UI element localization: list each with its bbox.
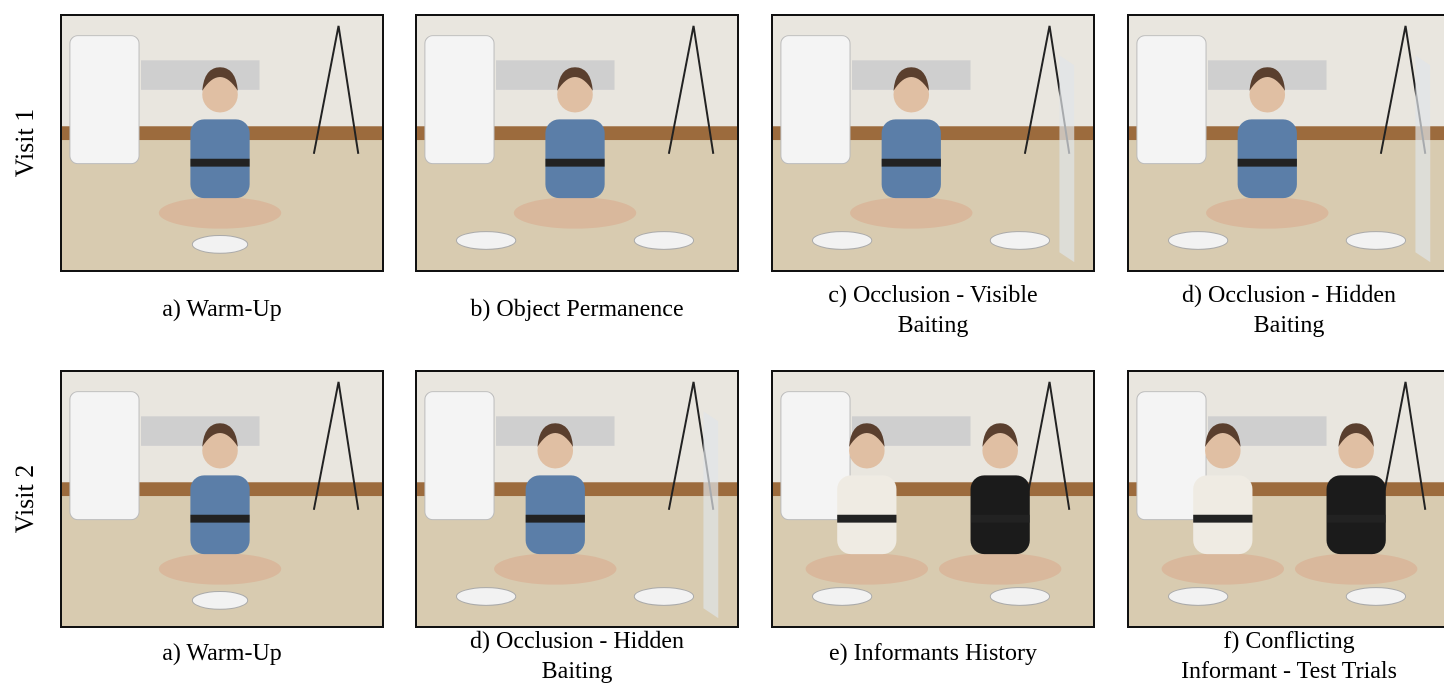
caption: a) Warm-Up — [60, 294, 384, 324]
panel: e) Informants History — [771, 370, 1095, 628]
photo — [1127, 14, 1444, 272]
photo — [1127, 370, 1444, 628]
photo — [415, 14, 739, 272]
panel: b) Object Permanence — [415, 14, 739, 272]
caption-line: d) Occlusion - Hidden — [415, 626, 739, 656]
photo — [771, 370, 1095, 628]
caption-line: f) Conflicting — [1127, 626, 1444, 656]
caption: b) Object Permanence — [415, 294, 739, 324]
caption-line: a) Warm-Up — [60, 294, 384, 324]
caption-line: Baiting — [415, 656, 739, 686]
panel: a) Warm-Up — [60, 14, 384, 272]
caption-line: b) Object Permanence — [415, 294, 739, 324]
row-label: Visit 2 — [10, 465, 40, 534]
caption-line: a) Warm-Up — [60, 638, 384, 668]
caption: a) Warm-Up — [60, 638, 384, 668]
photo — [60, 14, 384, 272]
caption-line: Baiting — [1127, 310, 1444, 340]
row-label: Visit 1 — [10, 109, 40, 178]
caption-line: Baiting — [771, 310, 1095, 340]
caption-line: c) Occlusion - Visible — [771, 280, 1095, 310]
page: Visit 1 a) Warm-Up b) Object Permanence — [0, 0, 1444, 696]
caption-line: d) Occlusion - Hidden — [1127, 280, 1444, 310]
panel: a) Warm-Up — [60, 370, 384, 628]
photo — [415, 370, 739, 628]
caption-line: Informant - Test Trials — [1127, 656, 1444, 686]
photo — [60, 370, 384, 628]
caption: e) Informants History — [771, 638, 1095, 668]
photo — [771, 14, 1095, 272]
caption-line: e) Informants History — [771, 638, 1095, 668]
